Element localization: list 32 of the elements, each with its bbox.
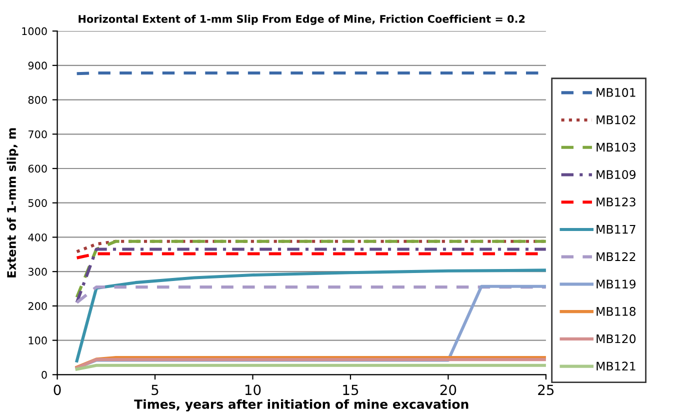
legend-label: MB119: [596, 280, 636, 288]
y-tick-label: 1000: [22, 27, 47, 36]
y-tick-label: 600: [28, 164, 47, 173]
y-tick-label: 500: [28, 199, 47, 207]
legend-label: MB101: [596, 88, 636, 97]
y-tick-label: 0: [42, 370, 47, 379]
line-series: [75, 268, 546, 362]
y-tick-label: 800: [28, 96, 47, 104]
y-tick-label: 900: [28, 62, 47, 70]
y-tick-label: 200: [28, 302, 47, 310]
y-tick-label: 300: [28, 268, 47, 276]
y-tick-label: 400: [28, 233, 47, 242]
chart-title: Horizontal Extent of 1-mm Slip From Edge of Mine, Friction Coefficient = 0.2: [78, 14, 525, 25]
y-tick-label: 100: [28, 336, 47, 344]
y-tick-label: 700: [28, 130, 47, 138]
legend-label: MB121: [596, 362, 636, 370]
legend-label: MB117: [596, 225, 636, 234]
x-tick-label: 5: [152, 384, 158, 396]
legend-label: MB120: [596, 334, 636, 344]
legend-label: MB123: [596, 197, 636, 206]
x-tick-label: 25: [538, 384, 554, 396]
legend-label: MB103: [596, 142, 636, 152]
x-tick-label: 20: [440, 384, 456, 396]
x-tick-label: 0: [54, 384, 61, 396]
x-axis-title: Times, years after initiation of mine excavation: [134, 399, 468, 412]
x-tick-label: 10: [245, 384, 261, 396]
y-axis-title: Extent of 1-mm slip, m: [6, 128, 18, 278]
x-tick-label: 15: [343, 384, 358, 396]
legend-label: MB122: [596, 252, 636, 261]
legend-label: MB118: [596, 306, 636, 316]
legend-label: MB109: [596, 170, 636, 180]
legend-label: MB102: [596, 115, 636, 124]
